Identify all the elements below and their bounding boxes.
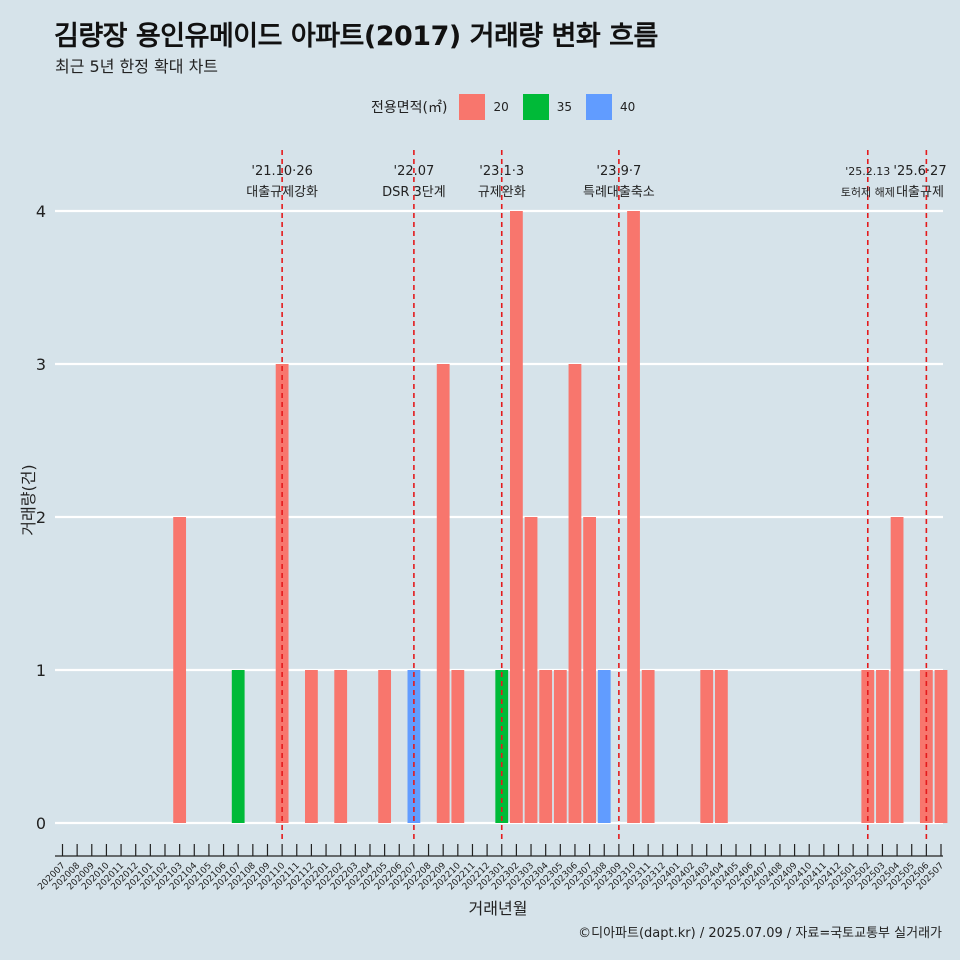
bar-35-202107 [231, 670, 245, 823]
legend-label-40: 40 [620, 100, 636, 114]
legend-key-35 [522, 94, 549, 120]
legend-key-40 [586, 94, 613, 120]
bar-20-202112 [305, 670, 318, 823]
bar-20-202503 [876, 670, 889, 823]
event-date-label: '23.9·7 [596, 164, 641, 179]
x-axis-title: 거래년월 [469, 899, 528, 918]
event-date-label: '23.1·3 [479, 164, 524, 179]
bar-40-202308 [597, 670, 611, 823]
bar-20-202202 [334, 670, 348, 823]
event-text-label: 대출규제 [896, 185, 944, 200]
event-text-label: 특례대출축소 [583, 185, 655, 200]
bar-20-202306 [568, 364, 582, 823]
chart-subtitle: 최근 5년 한정 확대 차트 [55, 57, 219, 76]
event-text-label: DSR 3단계 [382, 185, 446, 200]
y-tick-label: 2 [36, 508, 46, 527]
y-axis-title: 거래량(건) [19, 464, 38, 535]
bar-20-202103 [173, 517, 187, 823]
bar-20-202205 [378, 670, 392, 823]
chart-title: 김량장 용인유메이드 아파트(2017) 거래량 변화 흐름 [54, 21, 658, 52]
y-tick-label: 0 [36, 814, 46, 833]
event-date-label: '25.6·27 [893, 164, 946, 179]
event-text-label: 규제완화 [478, 185, 526, 200]
bar-20-202504 [890, 517, 904, 823]
bar-20-202307 [583, 517, 596, 823]
bar-20-202311 [641, 670, 655, 823]
bar-20-202303 [524, 517, 538, 823]
legend-item-20: 20 [459, 94, 509, 120]
y-tick-label: 1 [36, 661, 46, 680]
y-tick-label: 4 [36, 202, 46, 221]
y-tick-label: 3 [36, 355, 46, 374]
event-text-label: 토허제 해제 [841, 185, 895, 199]
bar-20-202404 [714, 670, 728, 823]
legend-label-20: 20 [493, 100, 509, 114]
bar-20-202507 [934, 670, 948, 823]
legend-label-35: 35 [556, 100, 573, 114]
event-date-label: '21.10·26 [251, 164, 312, 179]
bar-20-202305 [553, 670, 567, 823]
bar-20-202209 [436, 364, 450, 823]
bar-20-202302 [509, 211, 523, 823]
event-date-label: '25.2.13 [845, 165, 890, 178]
legend-item-35: 35 [522, 94, 573, 120]
event-date-label: '22.07 [394, 164, 435, 179]
legend: 전용면적(㎡) 20 35 40 [371, 92, 649, 122]
bar-20-202403 [700, 670, 714, 823]
legend-title: 전용면적(㎡) [371, 100, 448, 116]
bar-20-202310 [627, 211, 640, 823]
legend-item-40: 40 [586, 94, 635, 120]
source-caption: ©디아파트(dapt.kr) / 2025.07.09 / 자료=국토교통부 실… [578, 926, 942, 941]
legend-key-20 [459, 94, 486, 120]
bar-20-202304 [539, 670, 553, 823]
bar-20-202210 [451, 670, 465, 823]
event-text-label: 대출규제강화 [246, 185, 318, 200]
